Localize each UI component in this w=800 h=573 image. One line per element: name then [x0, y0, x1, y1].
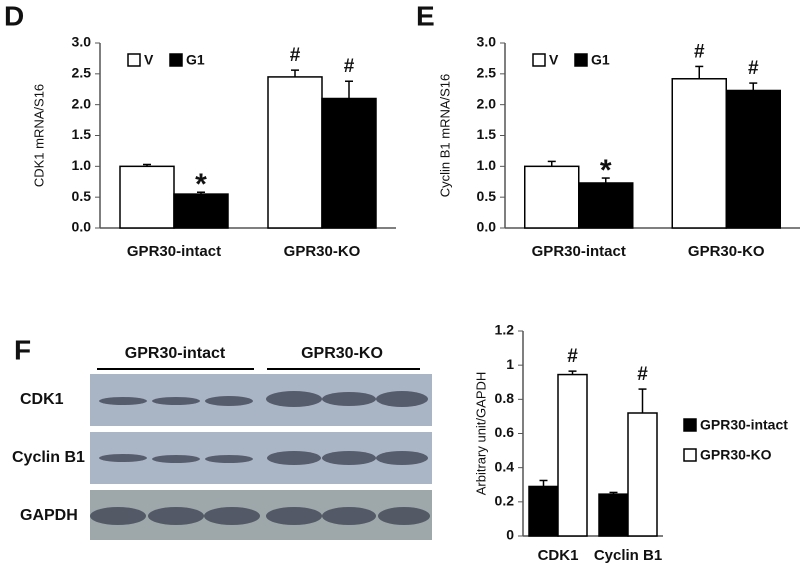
- legend-label: GPR30-KO: [700, 447, 772, 463]
- legend-label: G1: [186, 52, 205, 68]
- y-tick-label: 0.0: [477, 219, 497, 235]
- y-axis-label: Cyclin B1 mRNA/S16: [437, 74, 452, 198]
- y-tick-label: 2.0: [72, 95, 92, 111]
- panel-letter: E: [416, 0, 435, 31]
- legend-label: V: [549, 52, 559, 68]
- annotation: #: [694, 41, 705, 62]
- bar: [528, 485, 559, 537]
- legend-swatch: [127, 53, 141, 67]
- panel-letter: D: [4, 0, 24, 31]
- y-tick-label: 1.0: [72, 157, 92, 173]
- legend-label: V: [144, 52, 154, 68]
- bar: [627, 412, 658, 537]
- legend-swatch: [683, 418, 697, 432]
- y-axis-label: CDK1 mRNA/S16: [31, 84, 46, 187]
- bar: [598, 493, 629, 537]
- annotation: #: [567, 346, 578, 367]
- y-tick-label: 2.0: [477, 95, 497, 111]
- bar: [557, 373, 588, 537]
- y-axis-label: Arbitrary unit/GAPDH: [473, 372, 488, 496]
- y-tick-label: 0.0: [72, 219, 92, 235]
- bar: [267, 76, 323, 229]
- y-tick-label: 0.5: [72, 188, 92, 204]
- legend-swatch: [169, 53, 183, 67]
- annotation: #: [290, 45, 301, 66]
- y-tick-label: 0.4: [495, 458, 515, 474]
- y-tick-label: 1.0: [477, 157, 497, 173]
- x-tick-label: GPR30-KO: [284, 243, 361, 260]
- y-tick-label: 0: [506, 527, 514, 543]
- annotation: #: [637, 364, 648, 385]
- blot-row-label: GAPDH: [20, 507, 78, 524]
- legend-swatch: [683, 448, 697, 462]
- blot-group: GPR30-intact: [125, 345, 226, 362]
- bar: [524, 165, 580, 229]
- x-tick-label: GPR30-intact: [532, 243, 626, 260]
- blot-image: [90, 374, 432, 540]
- annotation: *: [600, 154, 612, 187]
- bar: [578, 182, 634, 229]
- blot-row-label: Cyclin B1: [12, 449, 85, 466]
- blot-row-label: CDK1: [20, 391, 64, 408]
- y-tick-label: 3.0: [72, 34, 92, 50]
- legend-swatch: [532, 53, 546, 67]
- x-tick-label: GPR30-intact: [127, 243, 221, 260]
- bar: [725, 89, 781, 229]
- y-tick-label: 0.8: [495, 390, 515, 406]
- y-tick-label: 2.5: [477, 65, 497, 81]
- y-tick-label: 2.5: [72, 65, 92, 81]
- y-tick-label: 1.5: [477, 126, 497, 142]
- blot-group: GPR30-KO: [301, 345, 383, 362]
- y-tick-label: 0.5: [477, 188, 497, 204]
- bar: [173, 193, 229, 229]
- legend-label: GPR30-intact: [700, 417, 788, 433]
- y-tick-label: 0.2: [495, 493, 515, 509]
- y-tick-label: 1.2: [495, 322, 515, 338]
- annotation: *: [195, 168, 207, 201]
- panel-letter: F: [14, 334, 31, 365]
- bar: [321, 97, 377, 229]
- y-tick-label: 1.5: [72, 126, 92, 142]
- legend-label: G1: [591, 52, 610, 68]
- bar: [671, 78, 727, 229]
- legend-swatch: [574, 53, 588, 67]
- y-tick-label: 3.0: [477, 34, 497, 50]
- bar: [119, 165, 175, 229]
- annotation: #: [344, 56, 355, 77]
- x-tick-label: CDK1: [538, 547, 579, 564]
- annotation: #: [748, 58, 759, 79]
- y-tick-label: 1: [506, 356, 514, 372]
- x-tick-label: Cyclin B1: [594, 547, 662, 564]
- x-tick-label: GPR30-KO: [688, 243, 765, 260]
- y-tick-label: 0.6: [495, 424, 515, 440]
